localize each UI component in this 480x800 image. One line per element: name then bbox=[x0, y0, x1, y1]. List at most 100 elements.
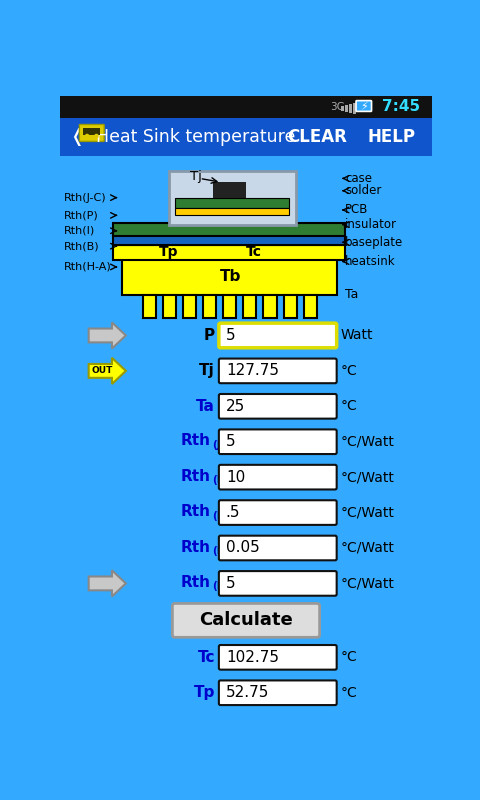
Bar bbox=[214, 182, 246, 198]
Bar bbox=[183, 294, 196, 318]
Text: °C: °C bbox=[340, 650, 357, 664]
Text: case: case bbox=[345, 172, 372, 185]
Text: PCB: PCB bbox=[345, 203, 369, 217]
Text: (J-C): (J-C) bbox=[212, 440, 237, 450]
Text: Tj: Tj bbox=[199, 363, 215, 378]
Text: Tc: Tc bbox=[246, 246, 262, 259]
Circle shape bbox=[94, 134, 99, 138]
Text: °C: °C bbox=[340, 686, 357, 700]
Text: 102.75: 102.75 bbox=[226, 650, 279, 665]
Bar bbox=[83, 127, 100, 135]
Text: Ta: Ta bbox=[345, 288, 359, 301]
FancyBboxPatch shape bbox=[79, 125, 104, 142]
Bar bbox=[60, 118, 432, 156]
FancyBboxPatch shape bbox=[219, 571, 336, 596]
Bar bbox=[353, 103, 356, 114]
FancyBboxPatch shape bbox=[219, 645, 336, 670]
FancyBboxPatch shape bbox=[219, 536, 336, 560]
Text: 5: 5 bbox=[226, 328, 236, 343]
Bar bbox=[203, 294, 216, 318]
FancyBboxPatch shape bbox=[219, 323, 336, 348]
Text: Tc: Tc bbox=[197, 650, 215, 665]
Text: Tp: Tp bbox=[159, 246, 178, 259]
Text: HELP: HELP bbox=[368, 128, 416, 146]
Text: 25: 25 bbox=[226, 399, 245, 414]
Bar bbox=[371, 104, 372, 108]
Text: Tp: Tp bbox=[193, 686, 215, 700]
FancyBboxPatch shape bbox=[172, 603, 320, 638]
Text: 10: 10 bbox=[226, 470, 245, 485]
Text: °C/Watt: °C/Watt bbox=[340, 506, 395, 519]
Text: P: P bbox=[204, 328, 215, 343]
Polygon shape bbox=[89, 322, 126, 349]
Text: °C/Watt: °C/Watt bbox=[340, 541, 395, 555]
Text: Watt: Watt bbox=[340, 329, 373, 342]
Bar bbox=[175, 209, 289, 215]
Bar bbox=[113, 223, 345, 236]
Text: 127.75: 127.75 bbox=[226, 363, 279, 378]
Polygon shape bbox=[89, 570, 126, 597]
Text: ⚡: ⚡ bbox=[360, 102, 368, 112]
Text: Ta: Ta bbox=[196, 399, 215, 414]
Text: (H-A): (H-A) bbox=[212, 582, 242, 591]
Text: (I): (I) bbox=[212, 510, 225, 521]
Circle shape bbox=[85, 134, 89, 138]
Bar bbox=[223, 294, 236, 318]
Text: 7:45: 7:45 bbox=[382, 99, 420, 114]
Text: Tj: Tj bbox=[190, 170, 202, 182]
Text: Rth(J-C): Rth(J-C) bbox=[64, 193, 107, 202]
Bar bbox=[243, 294, 256, 318]
Bar bbox=[345, 106, 348, 112]
Bar bbox=[349, 104, 352, 113]
Text: °C/Watt: °C/Watt bbox=[340, 577, 395, 590]
Text: 5: 5 bbox=[226, 576, 236, 591]
Bar bbox=[113, 235, 345, 246]
FancyBboxPatch shape bbox=[356, 101, 372, 111]
Bar bbox=[284, 294, 297, 318]
Text: °C/Watt: °C/Watt bbox=[340, 434, 395, 449]
Text: OUT: OUT bbox=[92, 366, 113, 375]
FancyBboxPatch shape bbox=[219, 500, 336, 525]
Text: Heat Sink temperature: Heat Sink temperature bbox=[96, 128, 295, 146]
Text: °C: °C bbox=[340, 364, 357, 378]
Bar bbox=[60, 96, 432, 118]
Text: Rth: Rth bbox=[181, 504, 211, 519]
Text: .5: .5 bbox=[226, 505, 240, 520]
Text: ❬: ❬ bbox=[69, 128, 84, 146]
Text: (P): (P) bbox=[212, 475, 229, 486]
Bar bbox=[304, 294, 317, 318]
Text: Rth: Rth bbox=[181, 434, 211, 449]
Text: Rth: Rth bbox=[181, 540, 211, 554]
Text: °C/Watt: °C/Watt bbox=[340, 470, 395, 484]
Text: °C: °C bbox=[340, 399, 357, 414]
Text: Calculate: Calculate bbox=[199, 611, 293, 630]
Text: Rth: Rth bbox=[181, 469, 211, 484]
Bar bbox=[175, 198, 289, 208]
Bar bbox=[163, 294, 176, 318]
Text: 0.05: 0.05 bbox=[226, 541, 260, 555]
Bar bbox=[264, 294, 276, 318]
FancyBboxPatch shape bbox=[219, 465, 336, 490]
Text: CLEAR: CLEAR bbox=[288, 128, 347, 146]
FancyBboxPatch shape bbox=[219, 358, 336, 383]
Text: heatsink: heatsink bbox=[345, 255, 396, 268]
Text: Rth(H-A): Rth(H-A) bbox=[64, 262, 112, 272]
Text: Rth(I): Rth(I) bbox=[64, 226, 95, 236]
Text: Tb: Tb bbox=[220, 269, 241, 284]
Bar bbox=[113, 245, 345, 260]
Polygon shape bbox=[89, 358, 126, 384]
Text: (B): (B) bbox=[212, 546, 229, 556]
Text: Rth(B): Rth(B) bbox=[64, 241, 99, 251]
Text: solder: solder bbox=[345, 184, 382, 198]
FancyBboxPatch shape bbox=[219, 430, 336, 454]
Text: Rth(P): Rth(P) bbox=[64, 210, 98, 220]
Text: 52.75: 52.75 bbox=[226, 686, 269, 700]
Text: 5: 5 bbox=[226, 434, 236, 450]
Text: insulator: insulator bbox=[345, 218, 397, 231]
FancyBboxPatch shape bbox=[219, 681, 336, 705]
Text: 3G: 3G bbox=[330, 102, 345, 112]
Bar bbox=[341, 106, 344, 110]
Bar bbox=[122, 258, 337, 294]
Text: Rth: Rth bbox=[181, 575, 211, 590]
Text: baseplate: baseplate bbox=[345, 236, 404, 249]
